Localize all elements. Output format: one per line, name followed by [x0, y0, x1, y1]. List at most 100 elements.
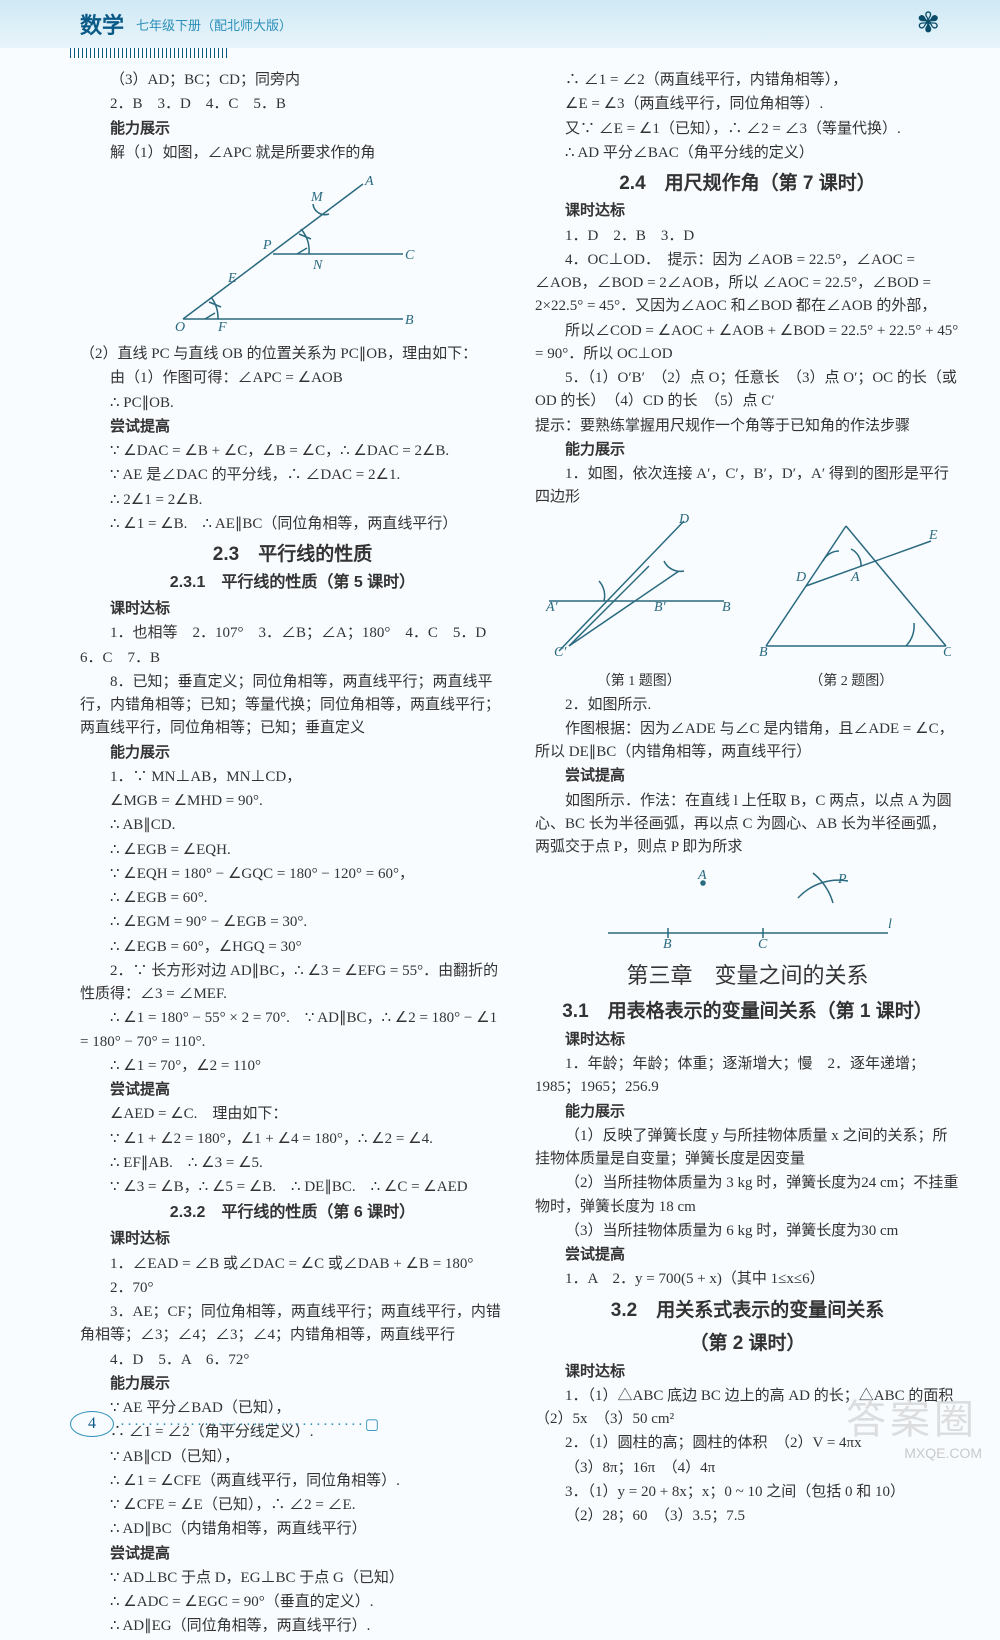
text: ∴ EF∥AB. ∴ ∠3 = ∠5.: [80, 1152, 505, 1175]
svg-text:P: P: [837, 872, 847, 887]
svg-text:l: l: [888, 917, 892, 932]
text: 如图所示．作法：在直线 l 上任取 B，C 两点，以点 A 为圆心、BC 长为半…: [535, 790, 960, 860]
heading-try: 尝试提高: [535, 1244, 960, 1267]
watermark-sub: MXQE.COM: [904, 1445, 982, 1461]
heading-ability: 能力展示: [80, 1373, 505, 1396]
heading-keshi: 课时达标: [535, 1361, 960, 1384]
text: 提示：要熟练掌握用尺规作一个角等于已知角的作法步骤: [535, 415, 960, 438]
page-number-block: 4 ···································▢: [70, 1411, 381, 1437]
figure-row: A′ B B′ C′ D （第 1 题图） B: [535, 511, 960, 693]
heading-try: 尝试提高: [80, 416, 505, 439]
text: 1．也相等 2．107° 3．∠B；∠A；180° 4．C 5．D: [80, 622, 505, 645]
text: 1．年龄；年龄；体重；逐渐增大；慢 2．逐年递增；1985；1965；256.9: [535, 1053, 960, 1100]
section-3-2-b: （第 2 课时）: [535, 1329, 960, 1358]
text: 1．∠EAD = ∠B 或∠DAC = ∠C 或∠DAB + ∠B = 180°: [80, 1253, 505, 1276]
text: 由（1）作图可得：∠APC = ∠AOB: [80, 367, 505, 390]
text: ∴ ∠1 = 70°，∠2 = 110°: [80, 1055, 505, 1078]
text: ∵ AD⊥BC 于点 D，EG⊥BC 于点 G（已知）: [80, 1567, 505, 1590]
heading-ability: 能力展示: [80, 742, 505, 765]
figure-1: O F B E P N C M A: [80, 169, 505, 339]
svg-text:B: B: [722, 600, 731, 615]
text: 6．C 7．B: [80, 647, 505, 670]
text: ∴ ∠1 = ∠B. ∴ AE∥BC（同位角相等，两直线平行）: [80, 513, 505, 536]
svg-text:A: A: [850, 570, 860, 585]
section-2-4: 2.4 用尺规作角（第 7 课时）: [535, 169, 960, 198]
chapter-3-title: 第三章 变量之间的关系: [535, 959, 960, 993]
text: ∠AED = ∠C. 理由如下：: [80, 1103, 505, 1126]
text: （3）当所挂物体质量为 6 kg 时，弹簧长度为30 cm: [535, 1220, 960, 1243]
dots-icon: ···································▢: [120, 1415, 381, 1434]
section-2-3-1: 2.3.1 平行线的性质（第 5 课时）: [80, 571, 505, 596]
text: ∴ AB∥CD.: [80, 814, 505, 837]
text: （2）直线 PC 与直线 OB 的位置关系为 PC∥OB，理由如下：: [80, 343, 505, 366]
text: ∴ 2∠1 = 2∠B.: [80, 489, 505, 512]
svg-text:D: D: [795, 570, 806, 585]
text: ∵ ∠CFE = ∠E（已知），∴ ∠2 = ∠E.: [80, 1494, 505, 1517]
section-3-2-a: 3.2 用关系式表示的变量间关系: [535, 1296, 960, 1325]
text: 1．D 2．B 3．D: [535, 225, 960, 248]
heading-ability: 能力展示: [535, 1101, 960, 1124]
left-column: （3）AD；BC；CD；同旁内 2．B 3．D 4．C 5．B 能力展示 解（1…: [80, 68, 505, 1640]
text: 作图根据：因为∠ADE 与∠C 是内错角，且∠ADE = ∠C，所以 DE∥BC…: [535, 718, 960, 765]
text: ∴ AD∥EG（同位角相等，两直线平行）.: [80, 1615, 505, 1638]
text: 1．如图，依次连接 A′，C′，B′，D′，A′ 得到的图形是平行四边形: [535, 463, 960, 510]
text: （2）28；60 （3）3.5；7.5: [535, 1505, 960, 1528]
svg-text:C: C: [405, 248, 415, 263]
section-2-3: 2.3 平行线的性质: [80, 540, 505, 569]
text: （1）反映了弹簧长度 y 与所挂物体质量 x 之间的关系；所挂物体质量是自变量；…: [535, 1125, 960, 1172]
svg-text:C′: C′: [554, 645, 567, 660]
watermark-main: 答案圈: [846, 1387, 978, 1445]
svg-text:N: N: [312, 258, 323, 273]
heading-ability: 能力展示: [535, 439, 960, 462]
heading-keshi: 课时达标: [80, 1228, 505, 1251]
text: （2）当所挂物体质量为 3 kg 时，弹簧长度为24 cm；不挂重物时，弹簧长度…: [535, 1172, 960, 1219]
page-number: 4: [70, 1411, 114, 1437]
text: （3）AD；BC；CD；同旁内: [80, 69, 505, 92]
text: 2．70°: [80, 1277, 505, 1300]
text: 1．∵ MN⊥AB，MN⊥CD，: [80, 766, 505, 789]
section-3-1: 3.1 用表格表示的变量间关系（第 1 课时）: [535, 997, 960, 1026]
text: 2．∵ 长方形对边 AD∥BC，∴ ∠3 = ∠EFG = 55°．由翻折的性质…: [80, 960, 505, 1007]
heading-try: 尝试提高: [535, 765, 960, 788]
text: ∴ ∠1 = ∠CFE（两直线平行，同位角相等）.: [80, 1470, 505, 1493]
heading-keshi: 课时达标: [80, 598, 505, 621]
svg-text:E: E: [928, 528, 938, 543]
fig2-caption: （第 2 题图）: [751, 671, 951, 693]
text: ∴ AD 平分∠BAC（角平分线的定义）: [535, 142, 960, 165]
text: ∵ ∠3 = ∠B，∴ ∠5 = ∠B. ∴ DE∥BC. ∴ ∠C = ∠AE…: [80, 1176, 505, 1199]
text: ∴ ∠EGB = 60°.: [80, 887, 505, 910]
text: 8．已知；垂直定义；同位角相等，两直线平行；两直线平行，内错角相等；已知；等量代…: [80, 671, 505, 741]
svg-text:O: O: [175, 320, 185, 335]
text: 2．如图所示.: [535, 694, 960, 717]
text: 3．（1）y = 20 + 8x；x；0 ~ 10 之间（包括 0 和 10）: [535, 1481, 960, 1504]
svg-text:B: B: [405, 313, 414, 328]
page-header: 数学 七年级下册（配北师大版） ✾: [0, 0, 1000, 48]
text: ∵ ∠1 + ∠2 = 180°，∠1 + ∠4 = 180°，∴ ∠2 = ∠…: [80, 1128, 505, 1151]
decor-icon: ✾: [917, 6, 940, 40]
svg-text:D: D: [678, 512, 689, 527]
text: ∵ ∠EQH = 180° − ∠GQC = 180° − 120° = 60°…: [80, 863, 505, 886]
svg-text:A′: A′: [545, 600, 559, 615]
text: 所以∠COD = ∠AOC + ∠AOB + ∠BOD = 22.5° + 22…: [535, 320, 960, 367]
text: ∴ ∠ADC = ∠EGC = 90°（垂直的定义）.: [80, 1591, 505, 1614]
section-2-3-2: 2.3.2 平行线的性质（第 6 课时）: [80, 1201, 505, 1226]
text: 1．A 2．y = 700(5 + x)（其中 1≤x≤6）: [535, 1268, 960, 1291]
figure-3: A B C P l: [535, 863, 960, 953]
text: ∴ PC∥OB.: [80, 392, 505, 415]
text: 又∵ ∠E = ∠1（已知），∴ ∠2 = ∠3（等量代换）.: [535, 118, 960, 141]
heading-ability: 能力展示: [80, 118, 505, 141]
text: 5．（1）O′B′ （2）点 O；任意长 （3）点 O′；OC 的长（或 OD …: [535, 367, 960, 414]
heading-keshi: 课时达标: [535, 1029, 960, 1052]
header-hatching: [70, 48, 230, 58]
svg-text:F: F: [217, 320, 227, 335]
text: ∠MGB = ∠MHD = 90°.: [80, 790, 505, 813]
text: ∵ AB∥CD（已知），: [80, 1446, 505, 1469]
text: ∴ ∠1 = 180° − 55° × 2 = 70°. ∵ AD∥BC，∴ ∠…: [80, 1007, 505, 1054]
text: （3）8π；16π （4）4π: [535, 1457, 960, 1480]
svg-text:C: C: [758, 937, 768, 952]
text: ∴ ∠EGB = ∠EQH.: [80, 839, 505, 862]
text: ∴ ∠EGB = 60°，∠HGQ = 30°: [80, 936, 505, 959]
svg-text:B: B: [663, 937, 672, 952]
text: ∵ ∠DAC = ∠B + ∠C，∠B = ∠C，∴ ∠DAC = 2∠B.: [80, 440, 505, 463]
svg-text:P: P: [262, 238, 272, 253]
